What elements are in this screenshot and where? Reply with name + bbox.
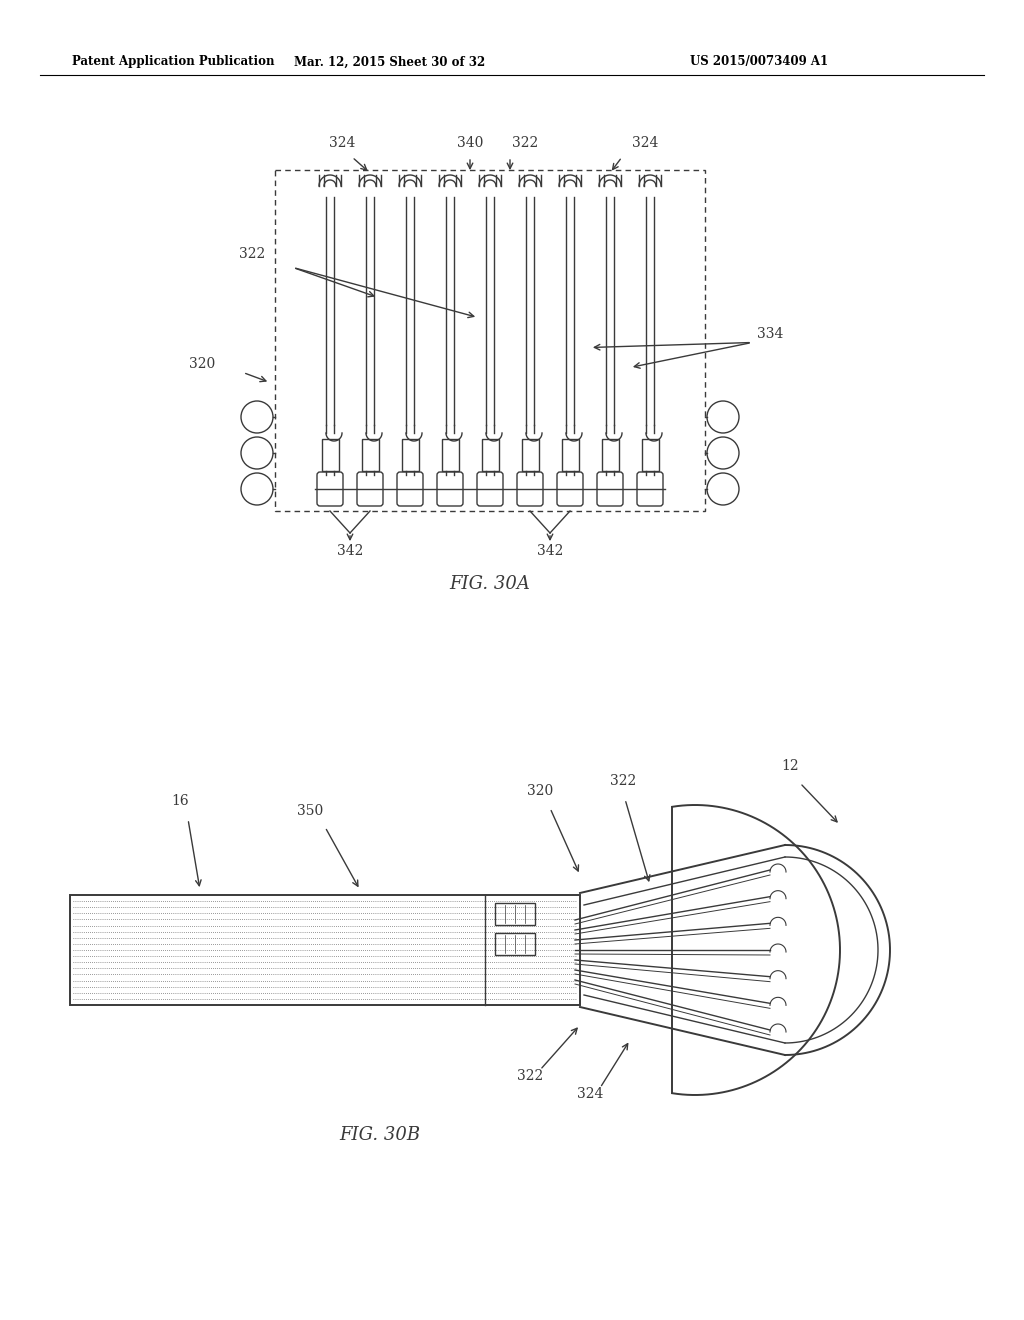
Bar [441, 440, 459, 471]
Text: 322: 322 [610, 774, 636, 788]
Text: US 2015/0073409 A1: US 2015/0073409 A1 [690, 55, 828, 69]
Text: 16: 16 [171, 795, 188, 808]
Text: 342: 342 [337, 544, 364, 558]
Text: 324: 324 [577, 1086, 603, 1101]
Bar [401, 440, 419, 471]
Text: 350: 350 [297, 804, 324, 818]
Text: 334: 334 [757, 326, 783, 341]
Bar [601, 440, 618, 471]
Text: 324: 324 [632, 136, 658, 150]
Bar [495, 903, 535, 925]
Bar [275, 170, 705, 511]
Bar [495, 933, 535, 954]
Text: FIG. 30B: FIG. 30B [339, 1126, 421, 1144]
Text: 342: 342 [537, 544, 563, 558]
Text: 324: 324 [329, 136, 355, 150]
Bar [70, 895, 580, 1005]
Bar [361, 440, 379, 471]
Text: 320: 320 [527, 784, 553, 799]
Text: Patent Application Publication: Patent Application Publication [72, 55, 274, 69]
Text: 322: 322 [239, 247, 265, 260]
Text: FIG. 30A: FIG. 30A [450, 576, 530, 593]
Bar [641, 440, 658, 471]
Text: 320: 320 [188, 356, 215, 371]
Bar [521, 440, 539, 471]
Bar [561, 440, 579, 471]
Text: Mar. 12, 2015 Sheet 30 of 32: Mar. 12, 2015 Sheet 30 of 32 [294, 55, 485, 69]
Bar [481, 440, 499, 471]
Bar [322, 440, 339, 471]
Text: 340: 340 [457, 136, 483, 150]
Text: 322: 322 [512, 136, 539, 150]
Text: 12: 12 [781, 759, 799, 774]
Text: 322: 322 [517, 1069, 543, 1082]
